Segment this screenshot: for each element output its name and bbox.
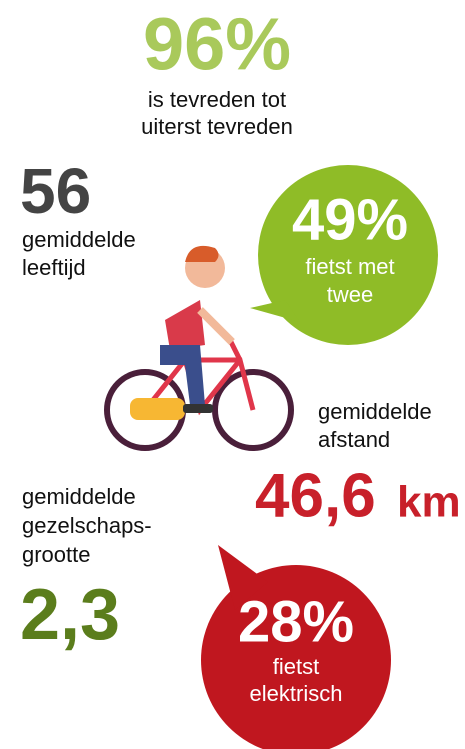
infographic: 96% is tevreden tot uiterst tevreden 56 …	[0, 0, 465, 749]
stat-label: gezelschaps-	[22, 513, 152, 538]
stat-label: gemiddelde	[22, 484, 136, 509]
stat-label: fietst	[273, 654, 319, 679]
stat-unit: km	[397, 478, 461, 527]
stat-label: is tevreden tot	[148, 87, 286, 112]
stat-label: gemiddelde	[22, 227, 136, 252]
stat-label: grootte	[22, 542, 91, 567]
stat-value: 56	[20, 155, 91, 227]
stat-label: fietst met	[305, 254, 394, 279]
stat-label: gemiddelde	[318, 399, 432, 424]
stat-value: 96%	[143, 3, 291, 86]
stat-value: 28%	[238, 589, 354, 654]
page: {"satisfaction": {"value": "96%", "label…	[0, 0, 465, 749]
stat-label: uiterst tevreden	[141, 114, 293, 139]
stat-value: 46,6	[255, 461, 376, 530]
stat-label: afstand	[318, 427, 390, 452]
stat-label: leeftijd	[22, 255, 86, 280]
stat-value: 2,3	[20, 575, 120, 655]
stat-label: twee	[327, 282, 373, 307]
stat-value: 49%	[292, 187, 408, 252]
stat-label: elektrisch	[250, 681, 343, 706]
